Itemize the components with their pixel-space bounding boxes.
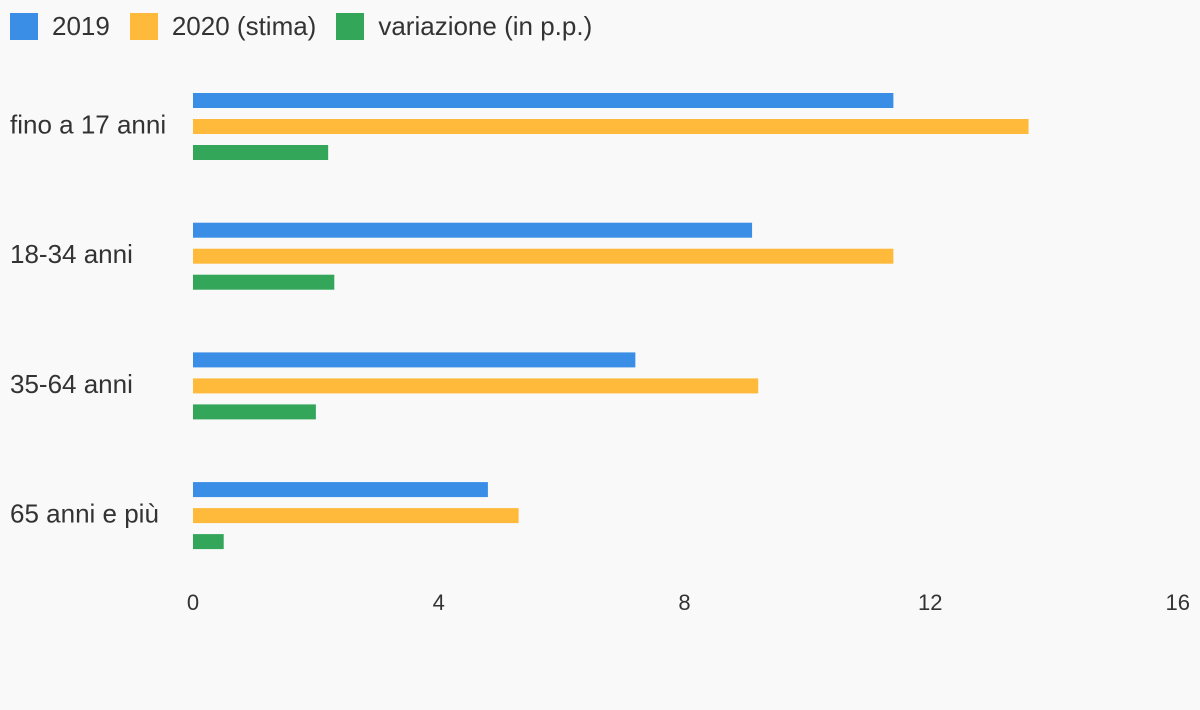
bar[interactable] <box>193 274 335 290</box>
category-label: 18-34 anni <box>10 239 133 269</box>
legend-label-2020-stima: 2020 (stima) <box>171 11 317 41</box>
category-label: fino a 17 anni <box>10 109 166 139</box>
legend-item-variazione[interactable]: variazione (in p.p.) <box>336 9 592 43</box>
legend-swatch-variazione <box>336 12 365 40</box>
category-label: 35-64 anni <box>10 369 133 399</box>
x-tick-label: 0 <box>187 590 199 615</box>
bar[interactable] <box>193 378 759 394</box>
bar[interactable] <box>193 404 316 420</box>
bar[interactable] <box>193 482 488 498</box>
bar[interactable] <box>193 248 894 264</box>
bar[interactable] <box>193 352 636 368</box>
bar[interactable] <box>193 93 894 108</box>
x-tick-label: 4 <box>433 590 445 615</box>
x-tick-label: 16 <box>1166 590 1190 615</box>
bar[interactable] <box>193 534 224 550</box>
legend-swatch-2019 <box>10 12 38 40</box>
category-label: 65 anni e più <box>10 498 159 528</box>
legend-label-2019: 2019 <box>52 11 110 41</box>
bar[interactable] <box>193 508 519 524</box>
legend-item-2019[interactable]: 2019 <box>10 9 110 43</box>
bar[interactable] <box>193 222 753 238</box>
bar[interactable] <box>193 145 329 160</box>
legend-label-variazione: variazione (in p.p.) <box>378 11 593 41</box>
chart-legend: 2019 2020 (stima) variazione (in p.p.) <box>10 9 612 43</box>
legend-item-2020-stima[interactable]: 2020 (stima) <box>129 9 317 43</box>
legend-swatch-2020-stima <box>129 12 158 40</box>
x-tick-label: 8 <box>678 590 690 615</box>
x-tick-label: 12 <box>918 590 942 615</box>
bar[interactable] <box>193 119 1029 134</box>
